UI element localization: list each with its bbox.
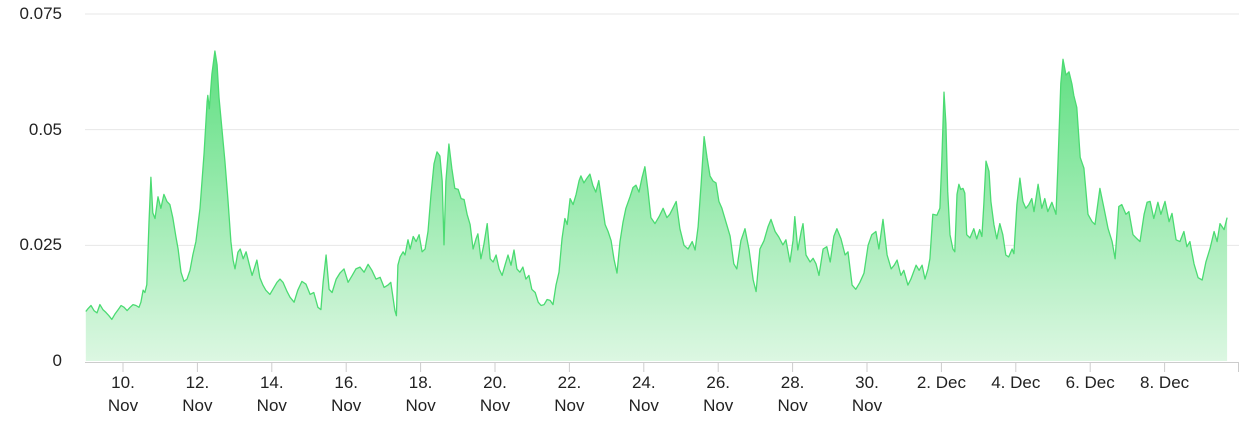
x-axis-label-line2: Nov xyxy=(777,396,808,415)
x-axis-label-line1: 4. Dec xyxy=(991,373,1041,392)
x-axis-label-2-Dec: 2. Dec xyxy=(917,371,966,394)
x-axis-label-28-Nov: 28. Nov xyxy=(777,371,807,417)
area-series-fill xyxy=(85,51,1228,361)
x-axis-label-20-Nov: 20. Nov xyxy=(480,371,510,417)
x-axis-label-line1: 20. xyxy=(483,373,507,392)
y-axis-label-0.025: 0.025 xyxy=(19,235,62,255)
x-axis-label-line1: 14. xyxy=(259,373,284,392)
x-axis-label-8-Dec: 8. Dec xyxy=(1140,371,1189,394)
y-axis-label-0.05: 0.05 xyxy=(28,119,62,139)
x-axis-label-line2: Nov xyxy=(851,396,883,415)
x-axis xyxy=(85,362,1239,372)
x-axis-label-line2: Nov xyxy=(628,396,659,415)
x-axis-label-line1: 22. xyxy=(557,373,582,392)
x-axis-label-line2: Nov xyxy=(554,396,585,415)
x-axis-label-30-Nov: 30. Nov xyxy=(852,371,882,417)
x-axis-label-line1: 26. xyxy=(706,373,731,392)
x-axis-label-line2: Nov xyxy=(405,396,436,415)
x-axis-label-line2: Nov xyxy=(331,396,362,415)
x-axis-label-22-Nov: 22. Nov xyxy=(554,371,584,417)
x-axis-label-line2: Nov xyxy=(256,396,287,415)
x-axis-label-line2: Nov xyxy=(182,396,213,415)
x-axis-label-line1: 18. xyxy=(408,373,433,392)
x-axis-label-line1: 16. xyxy=(334,373,359,392)
x-axis-label-line1: 2. Dec xyxy=(916,373,966,392)
x-axis-label-12-Nov: 12. Nov xyxy=(182,371,212,417)
x-axis-label-14-Nov: 14. Nov xyxy=(257,371,287,417)
x-axis-label-line1: 12. xyxy=(185,373,210,392)
x-axis-label-26-Nov: 26. Nov xyxy=(703,371,733,417)
x-axis-label-line1: 30. xyxy=(855,373,879,392)
y-axis-label-0.075: 0.075 xyxy=(19,4,62,23)
x-axis-label-line1: 10. xyxy=(111,373,135,392)
x-axis-label-line2: Nov xyxy=(703,396,734,415)
x-axis-label-10-Nov: 10. Nov xyxy=(108,371,138,417)
x-axis-label-line1: 28. xyxy=(780,373,805,392)
x-axis-label-line1: 8. Dec xyxy=(1140,373,1190,392)
y-axis-label-0: 0 xyxy=(52,351,62,370)
x-axis-label-4-Dec: 4. Dec xyxy=(991,371,1040,394)
x-axis-label-24-Nov: 24. Nov xyxy=(629,371,659,417)
x-axis-label-18-Nov: 18. Nov xyxy=(405,371,435,417)
x-axis-label-line1: 6. Dec xyxy=(1065,373,1115,392)
x-axis-label-16-Nov: 16. Nov xyxy=(331,371,361,417)
x-axis-label-line2: Nov xyxy=(479,396,511,415)
area-series-line xyxy=(85,50,1228,321)
x-axis-label-line1: 24. xyxy=(631,373,656,392)
x-axis-label-line2: Nov xyxy=(107,396,139,415)
x-axis-label-6-Dec: 6. Dec xyxy=(1066,371,1115,394)
